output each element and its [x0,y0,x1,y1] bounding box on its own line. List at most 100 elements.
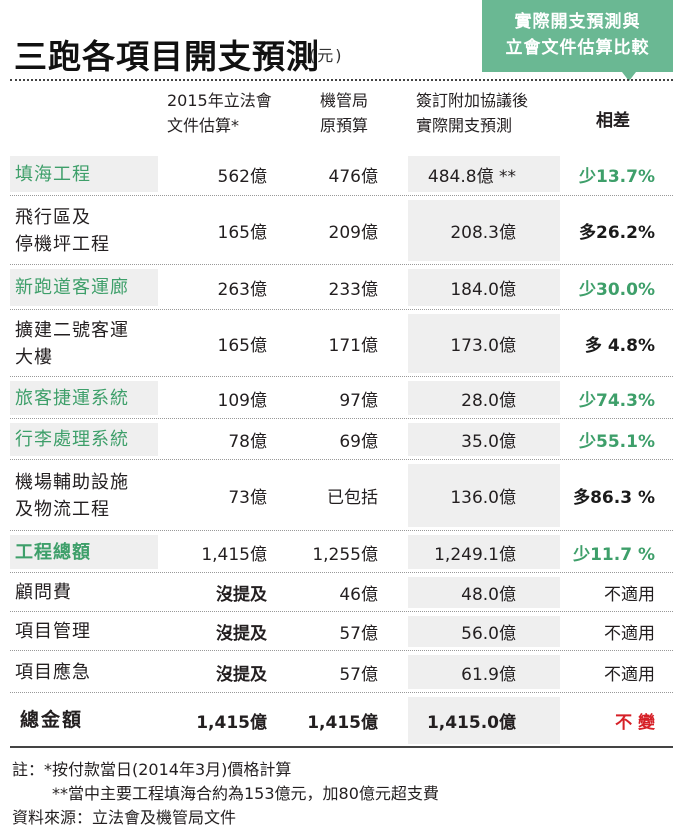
row-label-line: 機場輔助設施 [15,471,129,493]
legco-estimate-cell: 73億 [228,488,267,508]
table-row: 項目應急 沒提及 57億 61.9億 不適用 [10,651,673,693]
difference-cell: 少13.7% [579,166,655,187]
aa-budget-cell: 1,255億 [312,544,378,565]
actual-forecast-cell: 56.0億 [461,624,516,644]
row-label-text: 擴建二號客運 大樓 [15,317,129,371]
row-divider [10,650,673,651]
source-note: 資料來源：立法會及機管局文件 [12,808,237,827]
difference-cell: 多26.2% [579,223,655,243]
legco-estimate-cell: 165億 [217,223,267,243]
row-label-text: 飛行區及 停機坪工程 [15,204,110,258]
table-row: 工程總額 1,415億 1,255億 1,249.1億 少11.7 % [10,531,673,573]
row-label: 機場輔助設施 及物流工程 [15,460,129,531]
forecast-shade [408,616,560,647]
legco-estimate-cell: 沒提及 [216,664,267,685]
row-label-line: 飛行區及 [15,206,91,228]
table-row: 填海工程 562億 476億 484.8億 ** 少13.7% [10,152,673,196]
forecast-shade [408,269,560,306]
row-label-text: 項目應急 [15,659,91,686]
header-aa-line-1: 機管局 [320,91,369,110]
row-label-line: 項目應急 [15,661,91,683]
difference-cell: 多86.3 % [573,488,655,508]
row-label: 新跑道客運廊 [15,265,129,310]
difference-cell: 不適用 [604,624,655,644]
legco-estimate-cell: 263億 [217,280,267,300]
row-label-line: 工程總額 [15,541,91,563]
row-divider [10,195,673,196]
row-label-text: 填海工程 [15,161,91,188]
row-label-line: 新跑道客運廊 [15,277,129,298]
row-label-text: 旅客捷運系統 [15,385,129,412]
forecast-shade [408,423,560,456]
row-divider [10,746,673,748]
row-divider [10,459,673,460]
row-label-line: 顧問費 [15,582,72,603]
actual-forecast-cell: 35.0億 [461,432,516,452]
row-label: 飛行區及 停機坪工程 [15,196,110,265]
label-shade [10,156,158,192]
header-legco-line-2: 文件估算* [167,116,240,135]
actual-forecast-cell: 184.0億 [450,280,516,300]
table-row: 飛行區及停機坪工程 165億 209億 208.3億 多26.2% [10,196,673,265]
difference-cell: 少74.3% [579,390,655,411]
table-row: 新跑道客運廊 263億 233億 184.0億 少30.0% [10,265,673,310]
forecast-shade [408,655,560,689]
actual-forecast-cell: 484.8億 ** [427,166,516,187]
table-row: 顧問費 沒提及 46億 48.0億 不適用 [10,573,673,612]
forecast-shade [408,535,560,569]
forecast-shade [408,381,560,415]
row-label: 填海工程 [15,152,91,196]
row-label: 行李處理系統 [15,419,129,460]
row-divider [10,530,673,531]
aa-budget-cell: 209億 [328,223,378,243]
aa-budget-cell: 46億 [339,585,378,605]
forecast-shade [408,200,560,261]
actual-forecast-cell: 48.0億 [461,585,516,605]
difference-cell: 少30.0% [579,280,655,300]
row-label: 顧問費 [15,573,72,612]
aa-budget-cell: 233億 [328,280,378,300]
row-label-text: 新跑道客運廊 [15,274,129,301]
note-2: **當中主要工程填海合約為153億元，加80億元超支費 [52,784,439,803]
label-shade [10,269,158,306]
actual-forecast-cell: 208.3億 [450,223,516,243]
row-label-line: 行李處理系統 [15,429,129,450]
aa-budget-cell: 171億 [328,336,378,356]
row-divider [10,264,673,265]
difference-cell: 不適用 [604,585,655,605]
row-label-text: 機場輔助設施 及物流工程 [15,469,129,523]
actual-forecast-cell: 28.0億 [461,390,516,411]
row-label-text: 行李處理系統 [15,426,129,453]
label-shade [10,381,158,415]
header-actual-line-1: 簽訂附加協議後 [416,91,529,110]
aa-budget-cell: 已包括 [327,488,378,508]
badge-line-2: 立會文件估算比較 [505,38,650,58]
top-divider [10,79,673,81]
difference-cell: 少55.1% [579,432,655,452]
label-shade [10,423,158,456]
legco-estimate-cell: 109億 [217,390,267,411]
legco-estimate-cell: 1,415億 [196,713,267,733]
actual-forecast-cell: 1,249.1億 [434,544,516,565]
header-aa-budget: 機管局 原預算 [320,88,368,138]
row-label: 總金額 [20,693,83,748]
table-row: 擴建二號客運 大樓 165億 171億 173.0億 多 4.8% [10,310,673,377]
legco-estimate-cell: 沒提及 [216,624,267,644]
row-label-line: 大樓 [15,346,53,368]
row-label-text: 總金額 [20,707,83,734]
legco-estimate-cell: 沒提及 [216,585,267,605]
row-divider [10,376,673,377]
legco-estimate-cell: 1,415億 [201,544,267,565]
row-divider [10,309,673,310]
actual-forecast-cell: 173.0億 [450,336,516,356]
legco-estimate-cell: 165億 [217,336,267,356]
row-label-line: 停機坪工程 [15,233,110,255]
difference-cell: 少11.7 % [573,544,655,565]
row-label: 項目管理 [15,612,91,651]
legco-estimate-cell: 562億 [217,166,267,187]
row-divider [10,611,673,612]
footnotes: 註：*按付款當日(2014年3月)價格計算 **當中主要工程填海合約為153億元… [12,758,439,830]
table-row: 總金額 1,415億 1,415億 1,415.0億 不 變 [10,693,673,748]
page-title: 三跑各項目開支預測 [14,37,320,76]
forecast-shade [408,314,560,373]
